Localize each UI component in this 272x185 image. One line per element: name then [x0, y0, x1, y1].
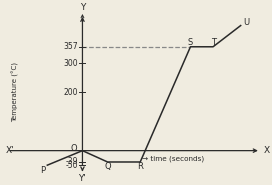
Text: O: O	[71, 144, 78, 153]
Text: S: S	[188, 38, 193, 47]
Text: R: R	[137, 162, 143, 171]
Text: → time (seconds): → time (seconds)	[142, 156, 204, 162]
Text: -39: -39	[66, 157, 78, 166]
Text: T: T	[211, 38, 215, 47]
Text: P: P	[40, 166, 45, 175]
Text: X': X'	[6, 146, 14, 155]
Text: U: U	[243, 18, 249, 27]
Text: Y': Y'	[79, 174, 86, 183]
Text: Temperature (°C): Temperature (°C)	[12, 63, 20, 122]
Text: Q: Q	[104, 162, 111, 171]
Text: 357: 357	[64, 42, 78, 51]
Text: Y: Y	[80, 3, 85, 12]
Text: -50: -50	[66, 161, 78, 170]
Text: X: X	[263, 146, 269, 155]
Text: 200: 200	[64, 88, 78, 97]
Text: 300: 300	[64, 59, 78, 68]
